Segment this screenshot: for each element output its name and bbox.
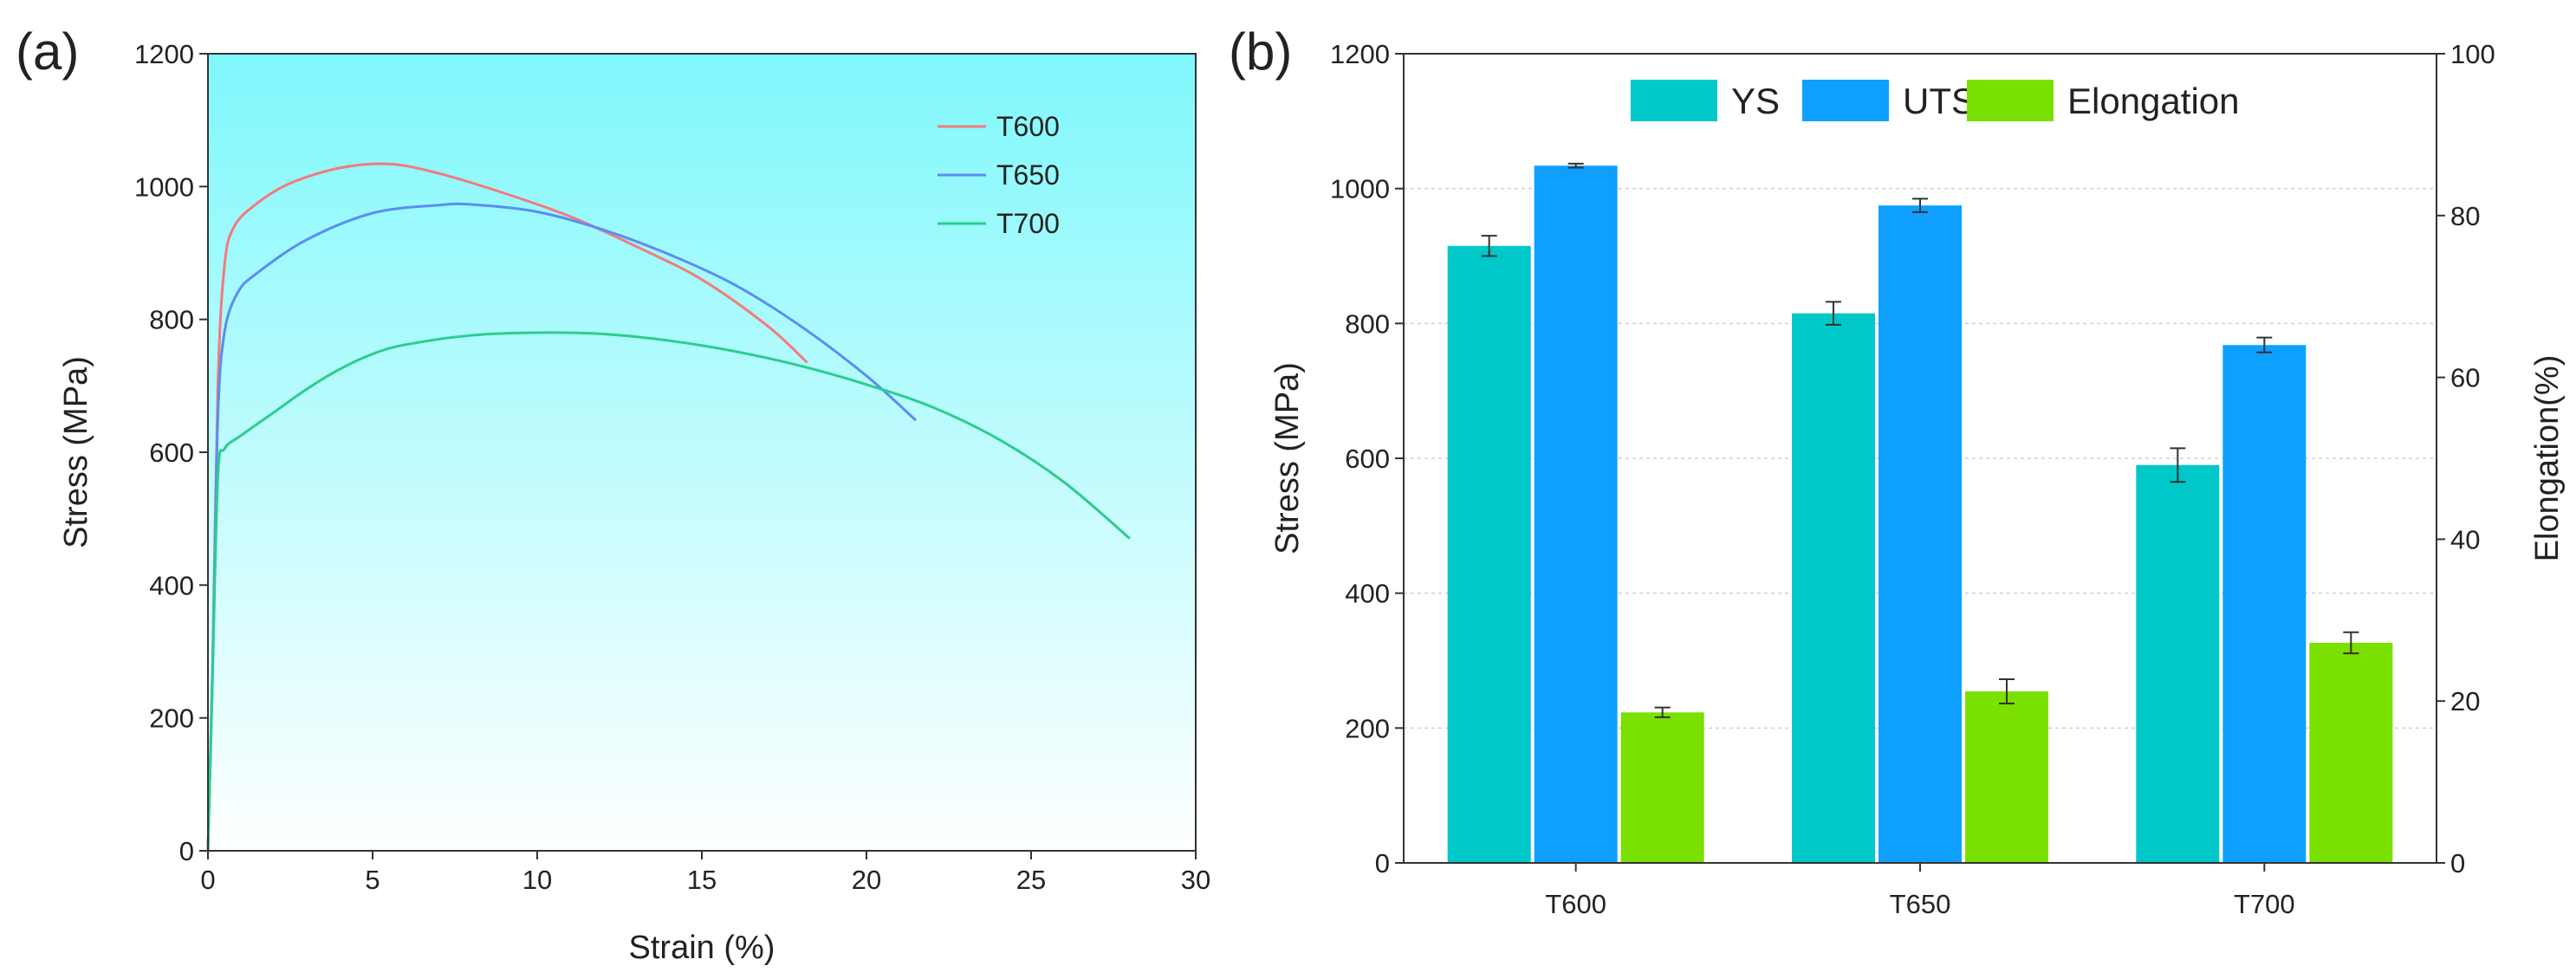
panel-b-plot-frame xyxy=(1403,53,2437,864)
y-tick-label: 600 xyxy=(1345,444,1390,474)
bar-ys-t600 xyxy=(1447,245,1531,863)
y2-tick-label: 60 xyxy=(2450,363,2480,393)
panel-a-plot-frame xyxy=(207,53,1197,852)
x-tick-label: 30 xyxy=(1181,865,1210,895)
y-tick-label: 800 xyxy=(1345,308,1390,339)
panel-b-y-axis-title: Stress (MPa) xyxy=(1269,362,1306,554)
panel-a-plot-background xyxy=(208,54,1196,851)
y-tick-label: 400 xyxy=(149,570,194,600)
y2-tick-label: 40 xyxy=(2450,524,2480,554)
legend-label-t700: T700 xyxy=(996,208,1060,239)
legend-label-t600: T600 xyxy=(996,111,1060,142)
panel-a-label: (a) xyxy=(16,23,79,81)
x-tick-label: 0 xyxy=(200,865,215,895)
y-tick-label: 200 xyxy=(149,703,194,734)
y2-tick-label: 20 xyxy=(2450,686,2480,716)
x-tick-label: 10 xyxy=(522,865,552,895)
legend-swatch-ys xyxy=(1631,80,1717,121)
x-tick-label: 25 xyxy=(1016,865,1046,895)
y-tick-label: 0 xyxy=(1375,848,1390,879)
category-label-t650: T650 xyxy=(1890,889,1951,919)
panel-a-series xyxy=(206,162,1131,852)
y-tick-label: 800 xyxy=(149,305,194,335)
panel-b-bar-chart: (b) 0 200 400 600 800 1000 1200 0 20 40 60 80 100 T60… xyxy=(1229,23,2566,919)
legend-swatch-uts xyxy=(1802,80,1889,121)
panel-b-y2-axis-title: Elongation(%) xyxy=(2529,355,2566,562)
y-tick-label: 200 xyxy=(1345,713,1390,743)
bar-elongation-t650 xyxy=(1965,690,2048,863)
y2-tick-label: 80 xyxy=(2450,201,2480,231)
legend-label-t650: T650 xyxy=(996,159,1060,191)
legend-swatch-elongation xyxy=(1967,80,2054,121)
bar-ys-t700 xyxy=(2136,464,2220,863)
panel-a-legend: T600 T650 T700 xyxy=(938,111,1060,239)
bar-elongation-t700 xyxy=(2309,642,2393,863)
y2-tick-label: 100 xyxy=(2450,39,2495,69)
panel-b-series xyxy=(1447,162,2393,863)
panel-b-legend: YS UTS Elongation xyxy=(1631,80,2240,121)
panel-a-axes: 0 5 10 15 20 25 30 0 200 400 600 800 1000 1200 xyxy=(134,39,1210,895)
panel-a-line-chart: (a) 0 5 10 15 20 25 30 0 200 400 600 800 1000 1200 T6… xyxy=(16,23,1210,966)
x-tick-label: 20 xyxy=(852,865,881,895)
y-tick-label: 0 xyxy=(179,836,194,866)
bar-uts-t650 xyxy=(1878,205,1962,863)
y-tick-label: 1200 xyxy=(134,39,194,69)
bar-ys-t650 xyxy=(1792,313,1875,863)
panel-b-label: (b) xyxy=(1229,23,1292,81)
y-tick-label: 1200 xyxy=(1330,39,1390,69)
bar-elongation-t600 xyxy=(1620,712,1704,863)
category-label-t600: T600 xyxy=(1545,889,1606,919)
y-tick-label: 1000 xyxy=(134,172,194,202)
x-tick-label: 5 xyxy=(365,865,380,895)
y-tick-label: 400 xyxy=(1345,579,1390,609)
series-line-t650 xyxy=(206,202,918,852)
x-tick-label: 15 xyxy=(687,865,717,895)
y-tick-label: 600 xyxy=(149,438,194,468)
legend-label-uts: UTS xyxy=(1903,81,1976,121)
y-tick-label: 1000 xyxy=(1330,174,1390,204)
panel-a-y-axis-title: Stress (MPa) xyxy=(58,356,94,548)
series-line-t700 xyxy=(206,331,1131,852)
y2-tick-label: 0 xyxy=(2450,848,2465,879)
bar-uts-t700 xyxy=(2222,345,2307,863)
category-label-t700: T700 xyxy=(2234,889,2295,919)
bar-uts-t600 xyxy=(1534,165,1618,863)
legend-label-ys: YS xyxy=(1731,81,1780,121)
legend-label-elongation: Elongation xyxy=(2067,81,2240,121)
panel-a-x-axis-title: Strain (%) xyxy=(629,930,775,966)
